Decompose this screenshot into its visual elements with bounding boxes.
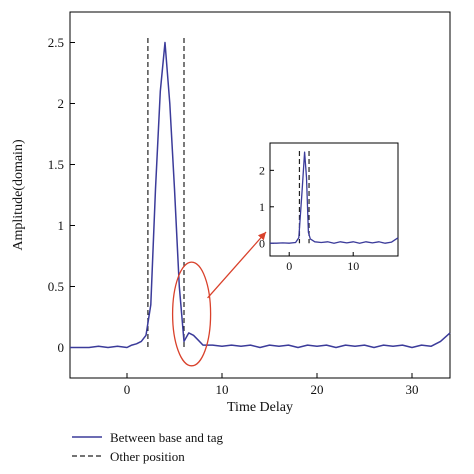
y-tick-label: 0 (259, 236, 265, 250)
legend: Between base and tag Other position (72, 430, 223, 464)
main-dashed-lines (147, 38, 185, 348)
main-series (70, 41, 451, 349)
main-plot-frame (69, 11, 451, 379)
y-tick-label: 2 (58, 96, 65, 111)
x-tick-label: 0 (286, 259, 292, 273)
y-tick-label: 2 (259, 164, 265, 178)
y-tick-label: 1 (58, 218, 65, 233)
x-tick-label: 10 (347, 259, 359, 273)
legend-item-solid: Between base and tag (72, 430, 223, 445)
zoom-annotation (171, 231, 267, 367)
y-tick-label: 0.5 (48, 279, 64, 294)
y-tick-label: 1.5 (48, 157, 64, 172)
x-tick-label: 20 (311, 382, 324, 397)
zoom-ellipse (171, 261, 212, 367)
inset-plot-frame (269, 142, 399, 257)
y-axis-title: Amplitude(domain) (11, 139, 26, 251)
inset-series (270, 151, 399, 244)
y-tick-label: 1 (259, 200, 265, 214)
zoom-arrow (207, 231, 267, 299)
legend-label-dashed: Other position (110, 449, 185, 464)
series-line (70, 41, 451, 349)
x-tick-label: 10 (216, 382, 229, 397)
inset-plot-background (270, 143, 398, 256)
inset-plot: 0 10 0 1 2 (259, 142, 399, 273)
y-tick-label: 0 (58, 340, 65, 355)
x-tick-label: 0 (124, 382, 131, 397)
legend-label-solid: Between base and tag (110, 430, 223, 445)
x-tick-label: 30 (406, 382, 419, 397)
y-tick-label: 2.5 (48, 35, 64, 50)
inset-axis-ticks: 0 10 0 1 2 (259, 164, 359, 273)
x-axis-title: Time Delay (227, 400, 293, 415)
legend-item-dashed: Other position (72, 449, 185, 464)
series-line (270, 151, 399, 244)
